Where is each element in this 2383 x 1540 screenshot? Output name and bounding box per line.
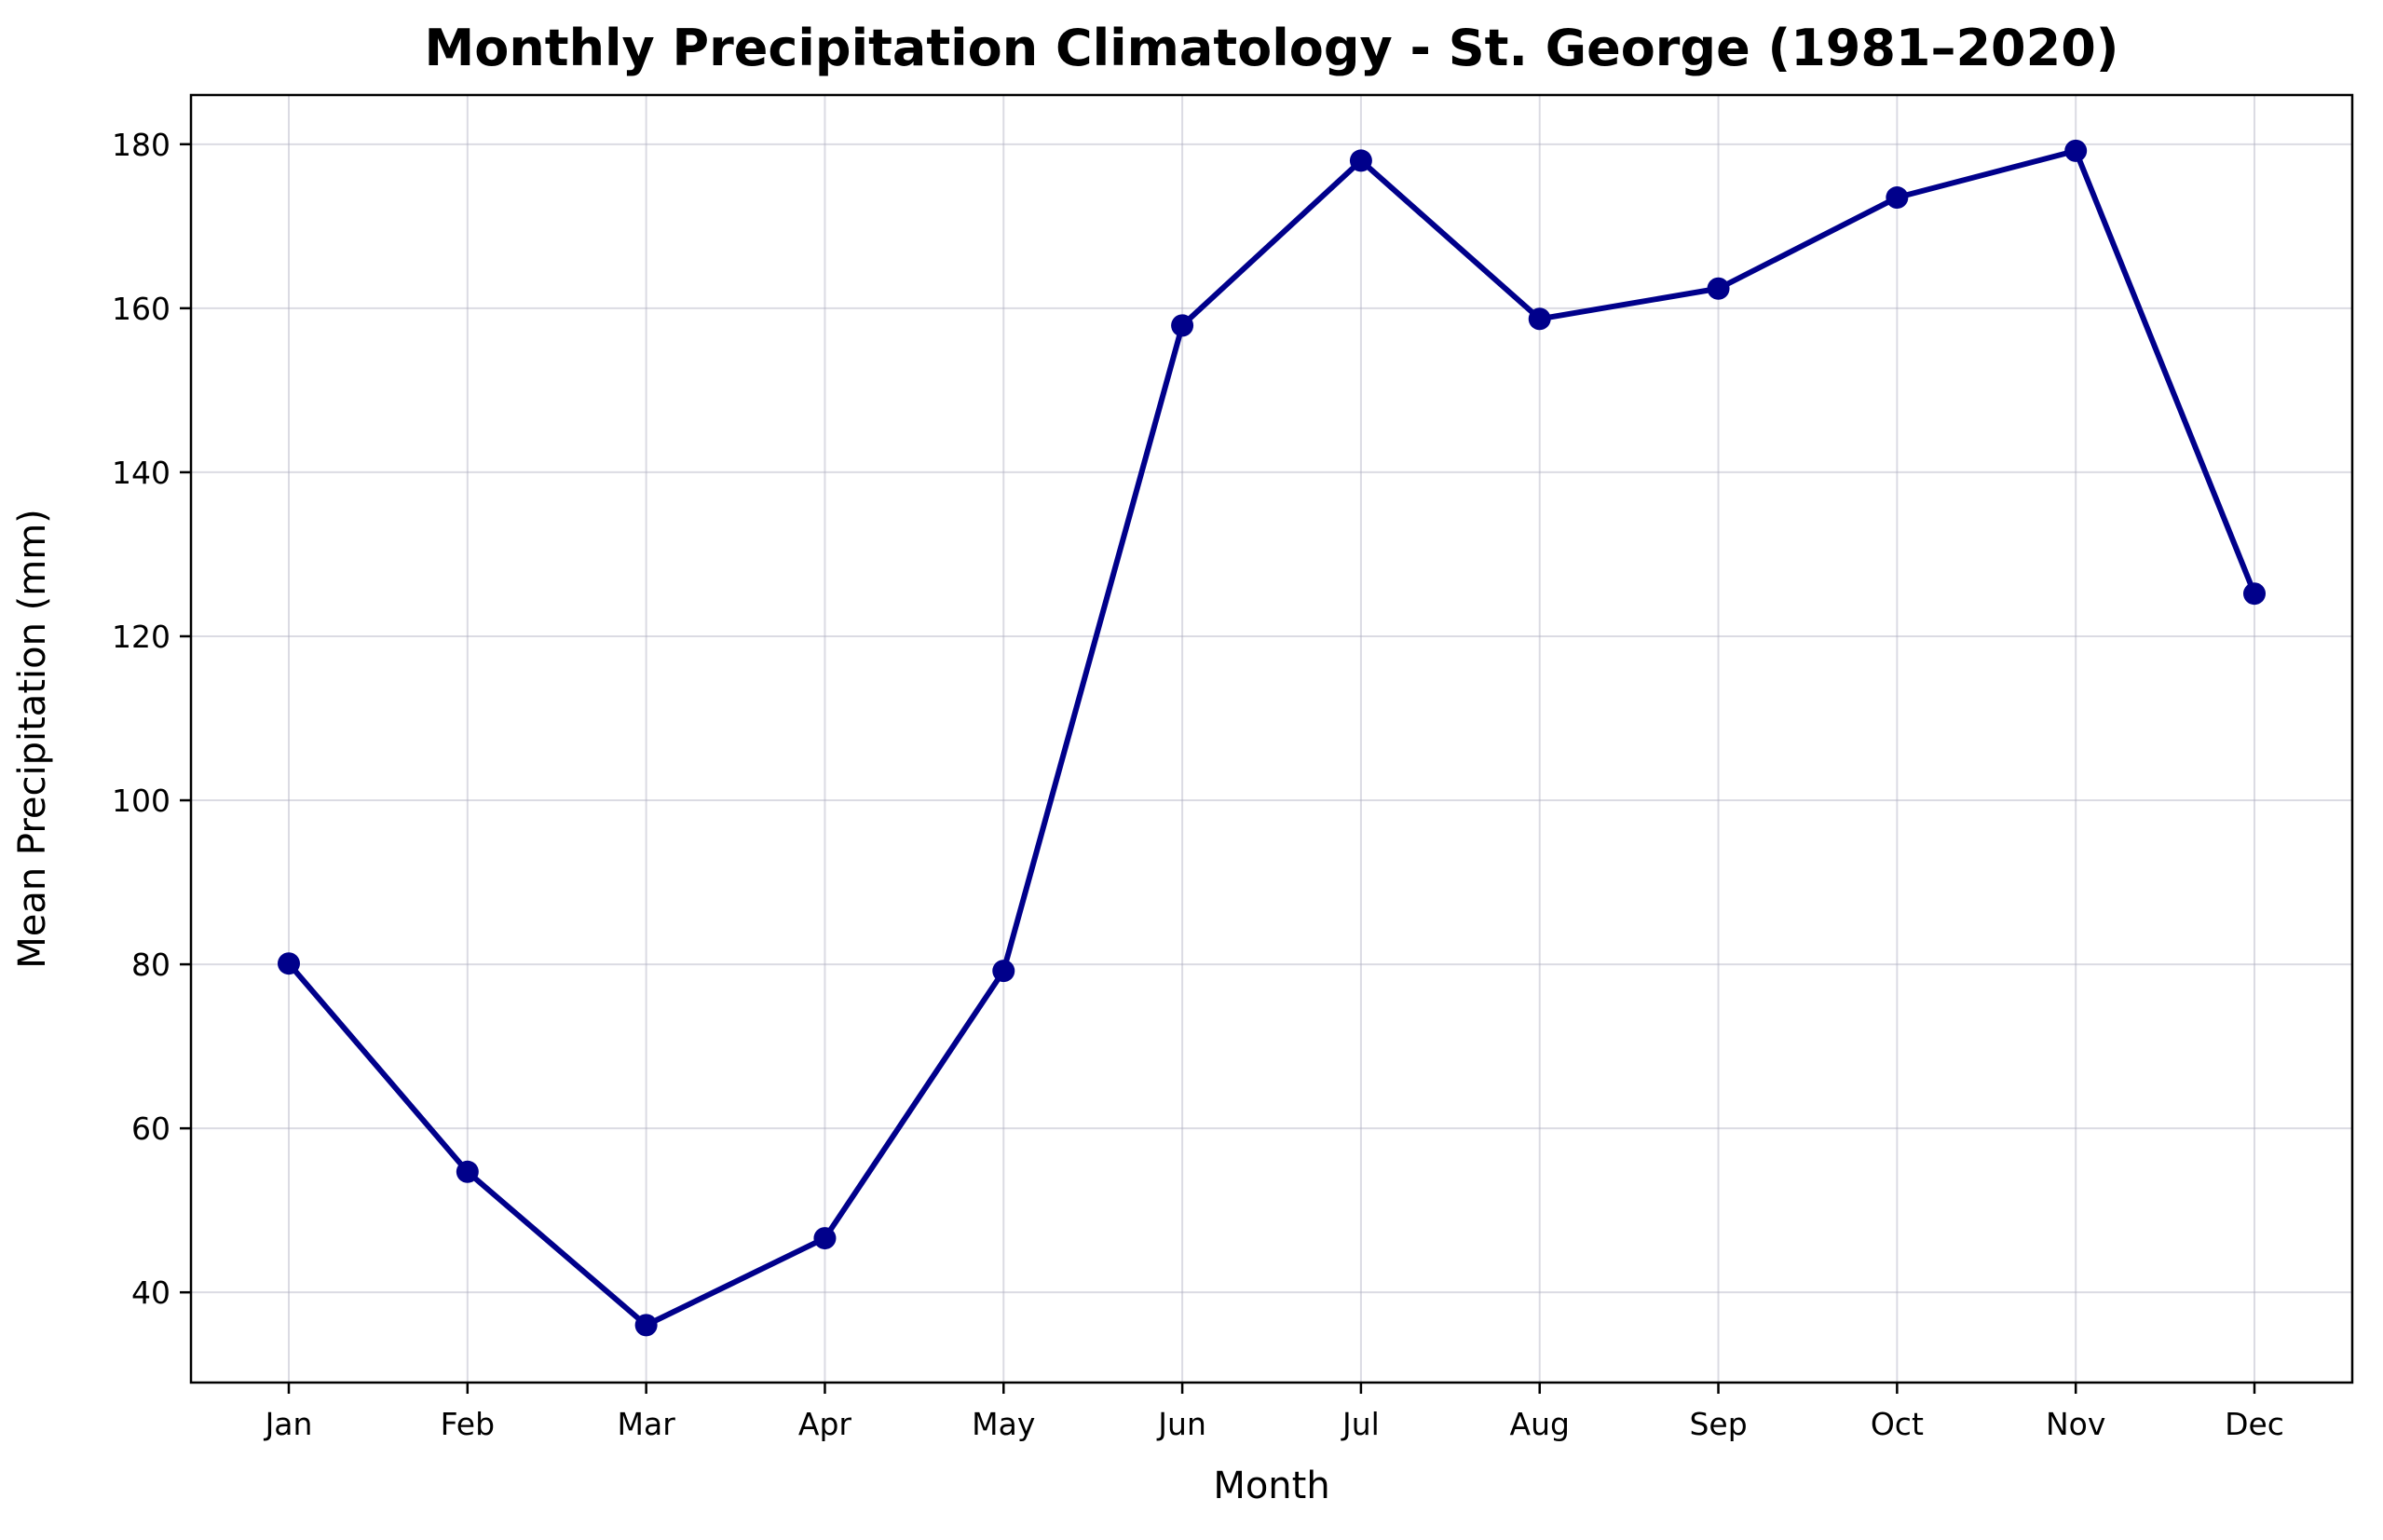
x-tick-label: Feb	[441, 1406, 495, 1442]
data-point	[992, 960, 1015, 983]
axis-ticks: Jan Feb Mar Apr May Jun Jul Aug Sep Oct Nov Dec 40 60…	[112, 127, 2284, 1442]
y-tick-label: 180	[112, 127, 170, 163]
x-tick-label: Sep	[1689, 1406, 1747, 1442]
x-tick-label: Jun	[1156, 1406, 1206, 1442]
grid	[191, 95, 2352, 1383]
data-point	[1886, 186, 1909, 210]
data-point	[2064, 139, 2088, 162]
data-point	[278, 952, 300, 975]
y-tick-label: 40	[131, 1274, 170, 1311]
x-tick-label: Aug	[1510, 1406, 1570, 1442]
x-tick-label: Dec	[2225, 1406, 2284, 1442]
data-point	[1707, 277, 1730, 300]
y-tick-label: 60	[131, 1111, 170, 1147]
data-point	[1528, 307, 1551, 331]
chart-title: Monthly Precipitation Climatology - St. …	[425, 19, 2119, 77]
plot-area-frame	[189, 93, 2354, 1384]
x-tick-label: Jan	[264, 1406, 313, 1442]
y-tick-label: 140	[112, 455, 170, 491]
series-line	[286, 147, 2257, 1329]
x-tick-label: Apr	[798, 1406, 852, 1442]
x-axis-label: Month	[1213, 1465, 1329, 1507]
data-point	[1171, 314, 1194, 337]
data-point	[634, 1314, 658, 1337]
data-point	[456, 1160, 479, 1183]
data-point	[2243, 582, 2266, 606]
y-axis-label: Mean Precipitation (mm)	[11, 509, 54, 969]
x-tick-label: Oct	[1871, 1406, 1924, 1442]
series	[278, 139, 2266, 1337]
y-tick-label: 100	[112, 783, 170, 819]
x-tick-label: May	[972, 1406, 1035, 1442]
y-tick-label: 80	[131, 947, 170, 983]
y-tick-label: 160	[112, 291, 170, 327]
data-point	[813, 1227, 837, 1250]
y-tick-label: 120	[112, 619, 170, 655]
x-tick-label: Mar	[618, 1406, 676, 1442]
x-tick-label: Jul	[1341, 1406, 1380, 1442]
x-tick-label: Nov	[2046, 1406, 2105, 1442]
data-point	[1349, 149, 1372, 172]
